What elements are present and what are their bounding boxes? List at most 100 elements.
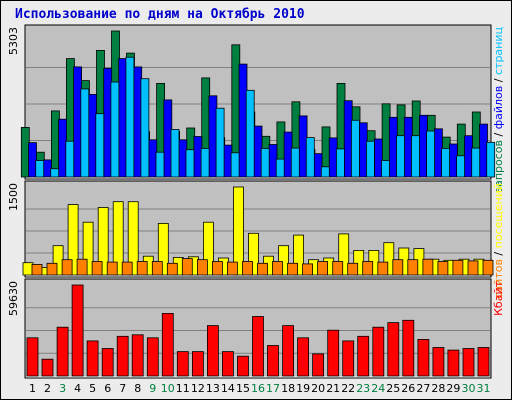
x-tick-day-23: 23	[356, 382, 370, 395]
x-tick-day-24: 24	[371, 382, 385, 395]
x-tick-day-29: 29	[446, 382, 460, 395]
bar-pages-day-6	[110, 81, 120, 178]
x-tick-day-14: 14	[221, 382, 235, 395]
bar-sites-day-17	[272, 261, 283, 276]
bar-sites-day-13	[211, 261, 223, 276]
bar-pages-day-2	[50, 168, 60, 178]
legend-separator: /	[492, 129, 505, 140]
bar-visits-day-19	[293, 234, 305, 276]
x-tick-day-2: 2	[44, 382, 51, 395]
bar-pages-day-27	[426, 130, 436, 178]
x-tick-day-8: 8	[134, 382, 141, 395]
x-tick-day-21: 21	[326, 382, 340, 395]
bar-pages-day-1	[35, 160, 45, 178]
bar-kbytes-day-28	[432, 347, 445, 377]
bar-pages-day-10	[170, 128, 180, 178]
bar-kbytes-day-31	[477, 347, 490, 377]
x-tick-day-28: 28	[431, 382, 445, 395]
bar-kbytes-day-22	[342, 340, 355, 377]
bar-kbytes-day-26	[402, 319, 415, 377]
x-tick-day-16: 16	[251, 382, 265, 395]
bar-files-day-12	[193, 136, 203, 178]
bar-kbytes-day-15	[237, 355, 249, 377]
bar-sites-day-29	[452, 259, 464, 276]
y-max-label: 5303	[7, 27, 20, 55]
bar-sites-day-25	[392, 259, 404, 276]
legend-separator: /	[492, 248, 505, 259]
x-tick-day-3: 3	[59, 382, 66, 395]
bar-files-day-1	[28, 142, 37, 178]
x-tick-day-9: 9	[149, 382, 156, 395]
x-tick-day-20: 20	[311, 382, 325, 395]
bar-kbytes-day-5	[86, 340, 99, 377]
bar-pages-day-12	[200, 147, 210, 178]
x-tick-day-4: 4	[74, 382, 81, 395]
bar-pages-day-11	[185, 149, 195, 178]
bar-sites-day-31	[482, 259, 494, 276]
bar-kbytes-day-24	[372, 326, 385, 377]
legend-item-visits: посещений	[492, 183, 505, 248]
bar-sites-day-14	[226, 261, 238, 276]
bar-pages-day-30	[471, 147, 481, 178]
x-tick-day-7: 7	[119, 382, 126, 395]
bar-hits-day-1	[20, 127, 30, 178]
x-tick-day-15: 15	[236, 382, 250, 395]
bar-kbytes-day-3	[56, 326, 69, 377]
legend-separator: /	[492, 75, 505, 86]
y-max-label: 1500	[7, 183, 20, 211]
bar-sites-day-12	[196, 259, 208, 276]
bar-sites-day-9	[151, 261, 163, 276]
bar-kbytes-day-11	[176, 351, 189, 377]
bar-kbytes-day-4	[71, 284, 84, 377]
bar-sites-day-23	[362, 261, 374, 276]
bar-sites-day-28	[437, 261, 449, 276]
bar-kbytes-day-29	[447, 349, 460, 377]
bar-pages-day-17	[275, 158, 285, 178]
bar-files-day-14	[223, 144, 233, 178]
bar-pages-day-13	[215, 107, 225, 178]
x-tick-day-27: 27	[416, 382, 430, 395]
legend-item-pages: страниц	[492, 27, 505, 75]
bar-pages-day-21	[335, 148, 345, 178]
bar-kbytes-day-21	[327, 329, 340, 377]
bar-pages-day-7	[125, 56, 135, 178]
bar-pages-day-8	[140, 78, 150, 178]
legend-item-files: файлов	[492, 86, 505, 130]
bar-files-day-31	[479, 123, 488, 178]
bar-visits-day-22	[338, 233, 350, 276]
bar-kbytes-day-23	[357, 335, 370, 377]
x-tick-day-1: 1	[29, 382, 36, 395]
bar-pages-day-18	[290, 147, 300, 178]
bar-pages-day-28	[441, 147, 451, 178]
x-tick-day-17: 17	[266, 382, 280, 395]
bar-pages-day-5	[95, 113, 105, 178]
bar-kbytes-day-17	[267, 345, 279, 377]
bar-pages-day-26	[411, 135, 420, 178]
bar-pages-day-15	[245, 89, 255, 178]
bar-pages-day-4	[80, 88, 90, 178]
bar-files-day-13	[208, 95, 218, 178]
bar-visits-day-25	[383, 242, 395, 276]
bar-visits-day-13	[202, 221, 214, 276]
bar-visits-day-10	[157, 222, 169, 276]
bar-sites-day-6	[106, 261, 118, 276]
bar-files-day-27	[418, 114, 428, 178]
bar-visits-day-7	[112, 201, 124, 276]
bar-sites-day-26	[407, 259, 419, 276]
bar-visits-day-16	[248, 232, 259, 276]
bar-kbytes-day-7	[116, 335, 129, 377]
panel-visits: 1500 сайтов / посещений	[7, 180, 505, 299]
bar-files-day-25	[388, 116, 398, 178]
bar-kbytes-day-8	[131, 334, 144, 377]
panel-requests: 5303 запросов / файлов / страниц	[7, 24, 505, 193]
bar-kbytes-day-10	[161, 312, 174, 377]
bar-pages-day-31	[486, 141, 496, 178]
bar-files-day-16	[253, 125, 263, 178]
bar-pages-day-14	[230, 152, 240, 178]
bar-sites-day-7	[121, 261, 133, 276]
bar-files-day-6	[103, 67, 113, 178]
bar-kbytes-day-30	[462, 348, 475, 377]
bar-sites-day-19	[302, 263, 314, 276]
